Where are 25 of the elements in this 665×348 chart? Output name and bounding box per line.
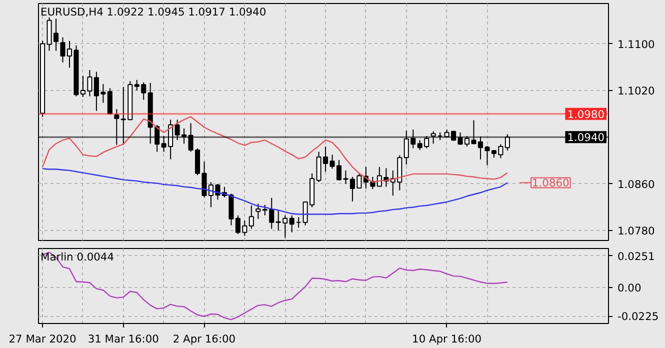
candlestick <box>107 88 112 115</box>
ref-line-label: 1.0980 <box>567 108 605 121</box>
y-tick-label: 1.0780 <box>618 224 656 238</box>
candlestick <box>289 214 294 233</box>
line-series <box>42 252 508 320</box>
y-tick-label: 1.1020 <box>618 84 656 98</box>
y-tick-label: 0.00 <box>618 282 642 295</box>
candlestick <box>114 108 120 146</box>
y-tick-label: 0.0251 <box>618 250 655 263</box>
candlestick <box>248 204 254 230</box>
text: 1.0860 <box>532 176 570 190</box>
x-tick-label: 2 Apr 16:00 <box>172 332 236 346</box>
x-tick-label: 10 Apr 16:00 <box>412 332 482 346</box>
candlestick <box>194 148 200 176</box>
x-tick-label: 27 Mar 2020 <box>8 332 77 346</box>
candlestick <box>504 134 510 152</box>
chart-title: EURUSD,H4 1.0922 1.0945 1.0917 1.0940 <box>40 6 266 18</box>
y-tick-label: -0.0225 <box>618 310 659 324</box>
candlestick <box>256 203 261 220</box>
x-tick-label: 31 Mar 16:00 <box>88 332 160 346</box>
candlestick <box>228 193 234 226</box>
y-tick-label: 1.0860 <box>618 178 656 191</box>
candlestick <box>430 130 436 144</box>
y-tick-label: 1.1100 <box>618 38 656 51</box>
ref-line-label: 1.0940 <box>567 131 605 144</box>
